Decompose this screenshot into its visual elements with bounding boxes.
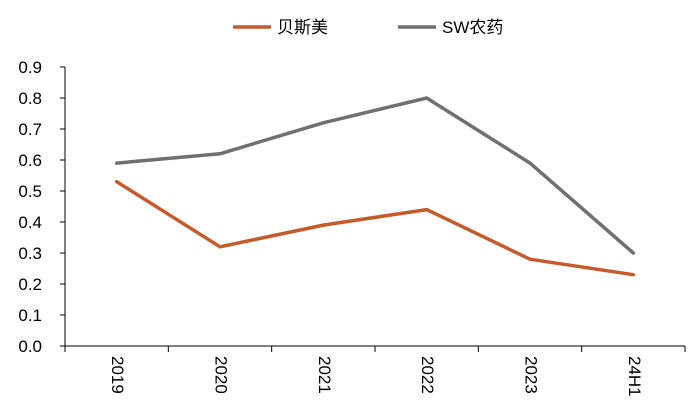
data-point	[425, 96, 429, 100]
data-point	[528, 161, 532, 165]
y-tick-label: 0.4	[18, 213, 42, 232]
legend: 贝斯美 SW农药	[233, 18, 503, 37]
y-tick-label: 0.3	[18, 244, 42, 263]
y-tick-label: 0.2	[18, 275, 42, 294]
y-tick-label: 0.7	[18, 120, 42, 139]
y-tick-label: 0.9	[18, 58, 42, 77]
series-line-1	[114, 96, 636, 255]
y-tick-label: 0.6	[18, 151, 42, 170]
data-point	[631, 273, 635, 277]
y-tick-label: 0.0	[18, 337, 42, 356]
x-tick-label: 2022	[418, 356, 437, 394]
x-tick-label: 2020	[212, 356, 231, 394]
x-tick-label: 2019	[108, 356, 127, 394]
series-line-0	[114, 179, 636, 277]
legend-label-1: SW农药	[442, 18, 503, 37]
data-point	[218, 152, 222, 156]
legend-label-0: 贝斯美	[277, 18, 328, 37]
data-point	[528, 257, 532, 261]
y-tick-label: 0.5	[18, 182, 42, 201]
data-point	[321, 121, 325, 125]
data-point	[115, 180, 119, 184]
x-tick-label: 24H1	[625, 356, 644, 397]
data-point	[115, 161, 119, 165]
x-tick-label: 2023	[522, 356, 541, 394]
data-point	[321, 223, 325, 227]
data-point	[218, 245, 222, 249]
data-point	[631, 251, 635, 255]
axes: 0.0 0.1 0.2 0.3 0.4 0.5 0.6 0.7 0.8 0.9 2019 2020 20…	[18, 58, 686, 397]
series-layer	[114, 96, 636, 277]
y-tick-label: 0.1	[18, 306, 42, 325]
data-point	[425, 208, 429, 212]
x-tick-label: 2021	[315, 356, 334, 394]
y-tick-label: 0.8	[18, 89, 42, 108]
